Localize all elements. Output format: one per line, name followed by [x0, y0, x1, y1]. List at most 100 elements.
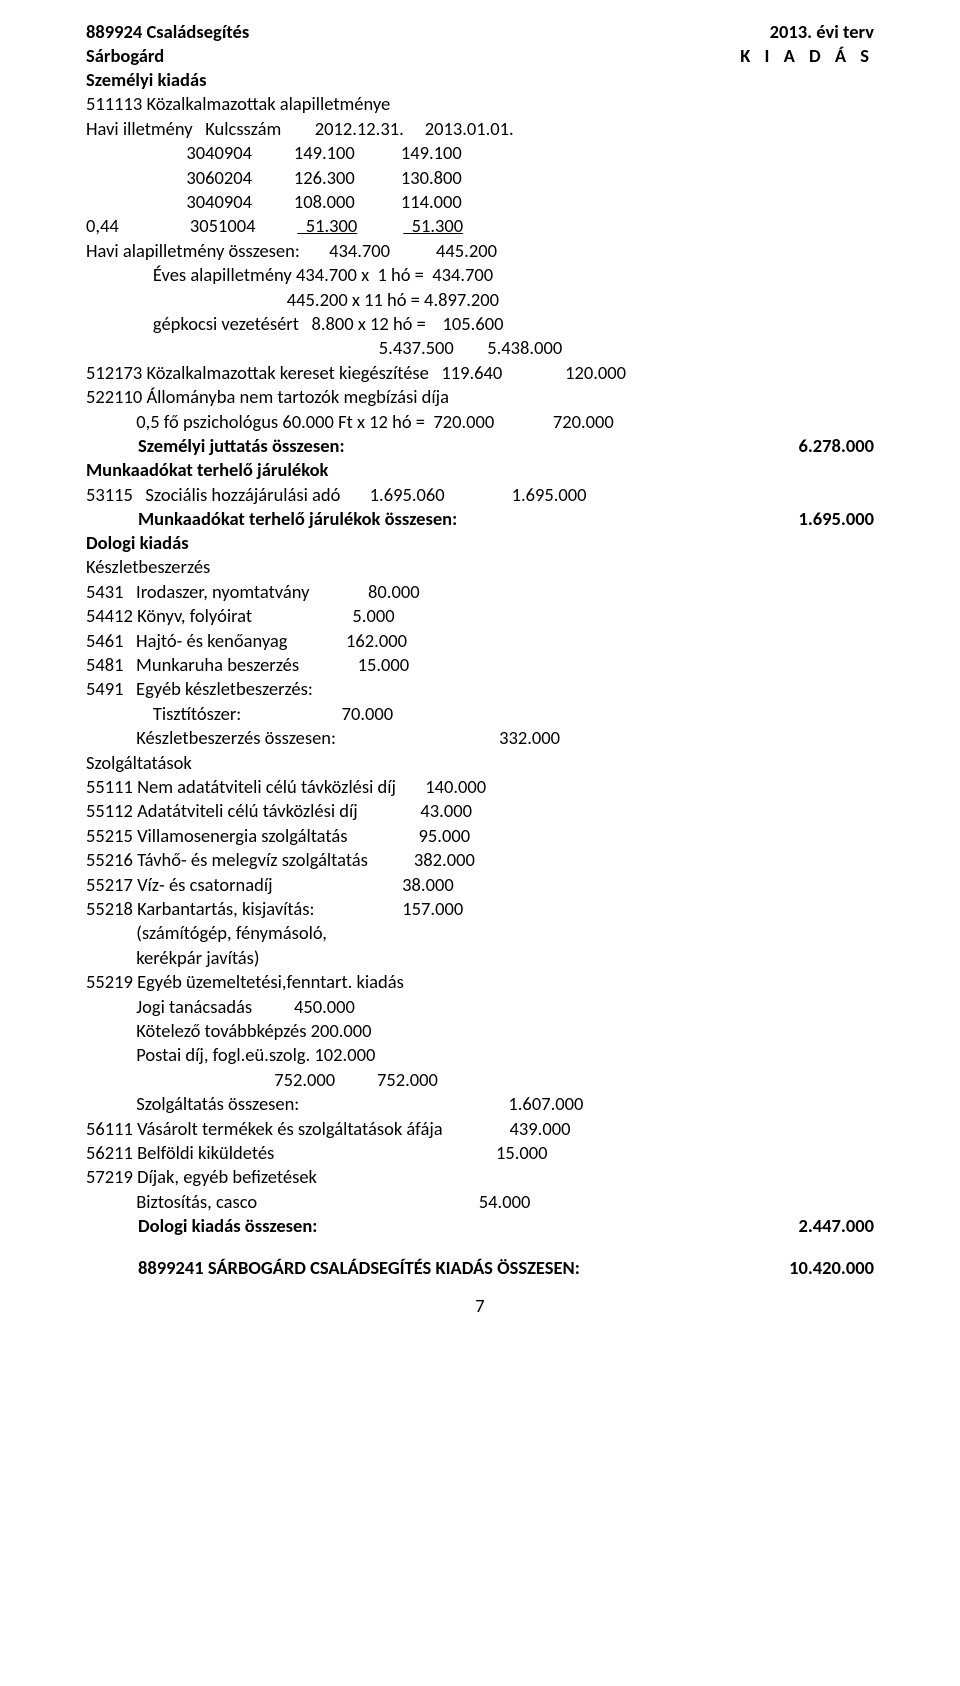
sum-mid: 5.437.500 5.438.000	[86, 336, 874, 360]
text: 445.200 x 11 hó = 4.897.200	[287, 288, 499, 311]
label: Dologi kiadás összesen:	[138, 1214, 317, 1238]
text: (számítógép, fénymásoló,	[136, 921, 327, 944]
szolg-ossz: Szolgáltatás összesen: 1.607.000	[86, 1092, 874, 1116]
keszlet-ossz: Készletbeszerzés összesen: 332.000	[86, 726, 874, 750]
value: 1.607.000	[508, 1092, 583, 1115]
text: Éves alapilletmény 434.700 x 1 hó = 434.…	[153, 263, 493, 286]
line-511113: 511113 Közalkalmazottak alapilletménye	[86, 92, 874, 116]
cell: 51.300	[297, 214, 357, 237]
page-number: 7	[86, 1294, 874, 1318]
biztositas: Biztosítás, casco 54.000	[86, 1190, 874, 1214]
line-5491: 5491 Egyéb készletbeszerzés:	[86, 677, 874, 701]
cell: 0,44	[86, 214, 119, 237]
sum752: 752.000 752.000	[86, 1068, 874, 1092]
value: 434.700	[329, 239, 390, 262]
postai: Postai díj, fogl.eü.szolg. 102.000	[86, 1043, 874, 1067]
line-55216: 55216 Távhő- és melegvíz szolgáltatás 38…	[86, 848, 874, 872]
section-keszlet: Készletbeszerzés	[86, 555, 874, 579]
section-szemelyi-kiadas: Személyi kiadás	[86, 68, 874, 92]
cell: 149.100	[401, 141, 462, 164]
text: kerékpár javítás)	[136, 946, 259, 969]
section-munkjar: Munkaadókat terhelő járulékok	[86, 458, 874, 482]
line-56211: 56211 Belföldi kiküldetés 15.000	[86, 1141, 874, 1165]
line-5481: 5481 Munkaruha beszerzés 15.000	[86, 653, 874, 677]
line-53115: 53115 Szociális hozzájárulási adó 1.695.…	[86, 483, 874, 507]
line-56111: 56111 Vásárolt termékek és szolgáltatáso…	[86, 1117, 874, 1141]
text: 512173 Közalkalmazottak kereset kiegészí…	[86, 361, 502, 384]
label: Havi alapilletmény összesen:	[86, 239, 300, 262]
text: 0,5 fő pszichológus 60.000 Ft x 12 hó = …	[136, 410, 494, 433]
table-row: 3040904 108.000 114.000	[86, 190, 874, 214]
value: 1.695.000	[512, 483, 587, 506]
value: 6.278.000	[798, 434, 874, 458]
section-szolg: Szolgáltatások	[86, 751, 874, 775]
label: Szolgáltatás összesen:	[136, 1092, 299, 1115]
line-55112: 55112 Adatátviteli célú távközlési díj 4…	[86, 799, 874, 823]
eves-alap-2: 445.200 x 11 hó = 4.897.200	[86, 288, 874, 312]
header-left-code: 889924 Családsegítés	[86, 20, 249, 44]
doc-header-top: 889924 Családsegítés 2013. évi terv	[86, 20, 874, 44]
label: 8899241 SÁRBOGÁRD CSALÁDSEGÍTÉS KIADÁS Ö…	[138, 1256, 580, 1280]
col-date1: 2012.12.31.	[315, 117, 404, 140]
line-55219: 55219 Egyéb üzemeltetési,fenntart. kiadá…	[86, 970, 874, 994]
value: 10.420.000	[789, 1256, 874, 1280]
text: 53115 Szociális hozzájárulási adó 1.695.…	[86, 483, 445, 506]
value: 5.438.000	[487, 336, 562, 359]
value: 120.000	[565, 361, 626, 384]
text: Jogi tanácsadás 450.000	[136, 995, 355, 1018]
line-55218b: (számítógép, fénymásoló,	[86, 921, 874, 945]
header-right-year: 2013. évi terv	[770, 20, 874, 44]
label: Személyi juttatás összesen:	[138, 434, 345, 458]
section-dologi: Dologi kiadás	[86, 531, 874, 555]
cell: 3040904	[186, 190, 252, 213]
text: Tisztítószer: 70.000	[153, 702, 393, 725]
text: Kötelező továbbképzés 200.000	[136, 1019, 371, 1042]
munkjar-ossz-row: Munkaadókat terhelő járulékok összesen: …	[86, 507, 874, 531]
cell: 149.100	[294, 141, 355, 164]
total-row: 8899241 SÁRBOGÁRD CSALÁDSEGÍTÉS KIADÁS Ö…	[86, 1256, 874, 1280]
kotelezo: Kötelező továbbképzés 200.000	[86, 1019, 874, 1043]
table-row: 0,44 3051004 51.300 51.300	[86, 214, 874, 238]
value: 445.200	[436, 239, 497, 262]
value: 5.437.500	[379, 336, 454, 359]
col-kulcs: Kulcsszám	[205, 117, 281, 140]
line-55218: 55218 Karbantartás, kisjavítás: 157.000	[86, 897, 874, 921]
label: Készletbeszerzés összesen:	[136, 726, 336, 749]
gepkocsi: gépkocsi vezetésért 8.800 x 12 hó = 105.…	[86, 312, 874, 336]
cell: 126.300	[294, 166, 355, 189]
cell: 114.000	[401, 190, 462, 213]
spacer	[86, 1238, 874, 1256]
cell: 3040904	[186, 141, 252, 164]
szemjutt-row: Személyi juttatás összesen: 6.278.000	[86, 434, 874, 458]
line-5461: 5461 Hajtó- és kenőanyag 162.000	[86, 629, 874, 653]
cell: 3051004	[190, 214, 256, 237]
havi-alap-ossz: Havi alapilletmény összesen: 434.700 445…	[86, 239, 874, 263]
tisztitoszer: Tisztítószer: 70.000	[86, 702, 874, 726]
cell: 108.000	[294, 190, 355, 213]
line-55111: 55111 Nem adatátviteli célú távközlési d…	[86, 775, 874, 799]
header-city: Sárbogárd	[86, 44, 164, 68]
line-55215: 55215 Villamosenergia szolgáltatás 95.00…	[86, 824, 874, 848]
table-row: 3060204 126.300 130.800	[86, 166, 874, 190]
jogi: Jogi tanácsadás 450.000	[86, 995, 874, 1019]
doc-header-2: Sárbogárd K I A D Á S	[86, 44, 874, 68]
dologi-ossz-row: Dologi kiadás összesen: 2.447.000	[86, 1214, 874, 1238]
pszichologus: 0,5 fő pszichológus 60.000 Ft x 12 hó = …	[86, 410, 874, 434]
col-date2: 2013.01.01.	[425, 117, 514, 140]
line-522110: 522110 Állományba nem tartozók megbízási…	[86, 385, 874, 409]
table-head: Havi illetmény Kulcsszám 2012.12.31. 201…	[86, 117, 874, 141]
line-5431: 5431 Irodaszer, nyomtatvány 80.000	[86, 580, 874, 604]
cell: 51.300	[403, 214, 463, 237]
line-57219: 57219 Díjak, egyéb befizetések	[86, 1165, 874, 1189]
text: Biztosítás, casco 54.000	[136, 1190, 530, 1213]
table-row: 3040904 149.100 149.100	[86, 141, 874, 165]
cell: 3060204	[186, 166, 252, 189]
line-54412: 54412 Könyv, folyóirat 5.000	[86, 604, 874, 628]
label: Munkaadókat terhelő járulékok összesen:	[138, 507, 457, 531]
value: 1.695.000	[798, 507, 874, 531]
value: 2.447.000	[798, 1214, 874, 1238]
line-55218c: kerékpár javítás)	[86, 946, 874, 970]
line-55217: 55217 Víz- és csatornadíj 38.000	[86, 873, 874, 897]
cell: 130.800	[401, 166, 462, 189]
line-512173: 512173 Közalkalmazottak kereset kiegészí…	[86, 361, 874, 385]
